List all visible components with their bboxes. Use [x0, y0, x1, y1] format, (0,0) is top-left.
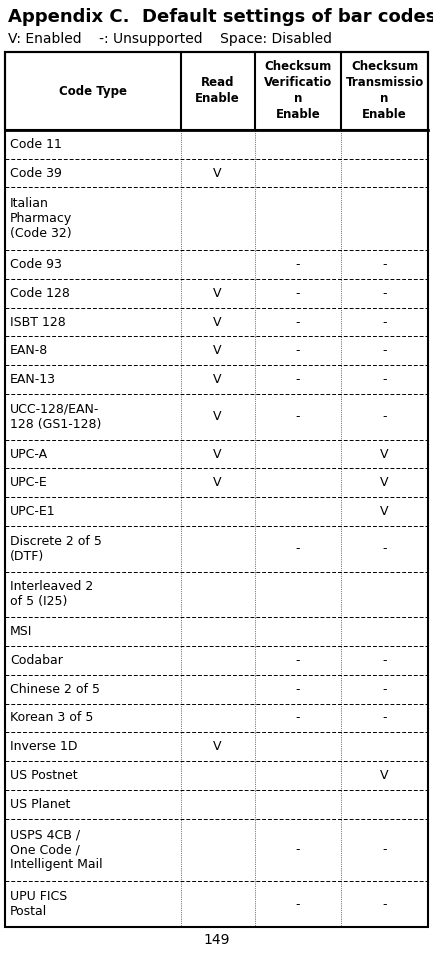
Text: V: V	[213, 448, 222, 460]
Text: Codabar: Codabar	[10, 654, 63, 667]
Text: -: -	[296, 682, 300, 696]
Text: UPC-E: UPC-E	[10, 477, 48, 489]
Bar	[5, 52, 428, 130]
Text: Code 39: Code 39	[10, 167, 62, 180]
Text: V: V	[213, 287, 222, 300]
Text: -: -	[382, 543, 387, 555]
Text: -: -	[382, 898, 387, 911]
Text: -: -	[382, 373, 387, 386]
Text: -: -	[296, 411, 300, 423]
Text: -: -	[382, 411, 387, 423]
Text: V: V	[213, 477, 222, 489]
Text: V: V	[381, 477, 389, 489]
Text: ISBT 128: ISBT 128	[10, 316, 66, 328]
Text: V: V	[213, 411, 222, 423]
Text: UPC-A: UPC-A	[10, 448, 48, 460]
Text: -: -	[296, 898, 300, 911]
Text: -: -	[382, 258, 387, 271]
Text: Chinese 2 of 5: Chinese 2 of 5	[10, 682, 100, 696]
Text: V: V	[213, 316, 222, 328]
Text: 149: 149	[203, 933, 230, 947]
Text: V: V	[213, 373, 222, 386]
Text: V: V	[213, 345, 222, 357]
Text: V: Enabled    -: Unsupported    Space: Disabled: V: Enabled -: Unsupported Space: Disable…	[8, 32, 332, 46]
Text: -: -	[382, 316, 387, 328]
Text: Checksum
Verificatio
n
Enable: Checksum Verificatio n Enable	[264, 60, 332, 122]
Text: -: -	[382, 843, 387, 857]
Text: -: -	[296, 654, 300, 667]
Text: Code 11: Code 11	[10, 138, 62, 151]
Text: -: -	[296, 711, 300, 724]
Text: UPC-E1: UPC-E1	[10, 505, 55, 518]
Text: V: V	[381, 768, 389, 782]
Text: UCC-128/EAN-
128 (GS1-128): UCC-128/EAN- 128 (GS1-128)	[10, 403, 101, 431]
Text: V: V	[213, 740, 222, 753]
Text: -: -	[296, 373, 300, 386]
Text: Read
Enable: Read Enable	[195, 77, 240, 105]
Text: V: V	[213, 167, 222, 180]
Text: V: V	[381, 448, 389, 460]
Text: EAN-8: EAN-8	[10, 345, 48, 357]
Text: -: -	[382, 711, 387, 724]
Text: V: V	[381, 505, 389, 518]
Text: -: -	[296, 258, 300, 271]
Text: EAN-13: EAN-13	[10, 373, 56, 386]
Text: -: -	[296, 316, 300, 328]
Text: Inverse 1D: Inverse 1D	[10, 740, 78, 753]
Text: USPS 4CB /
One Code /
Intelligent Mail: USPS 4CB / One Code / Intelligent Mail	[10, 829, 103, 872]
Text: MSI: MSI	[10, 625, 32, 638]
Text: Checksum
Transmissio
n
Enable: Checksum Transmissio n Enable	[346, 60, 424, 122]
Text: Italian
Pharmacy
(Code 32): Italian Pharmacy (Code 32)	[10, 197, 72, 240]
Text: Code 128: Code 128	[10, 287, 70, 300]
Text: -: -	[296, 287, 300, 300]
Text: Appendix C.  Default settings of bar codes: Appendix C. Default settings of bar code…	[8, 8, 433, 26]
Text: -: -	[382, 345, 387, 357]
Text: -: -	[296, 543, 300, 555]
Text: Korean 3 of 5: Korean 3 of 5	[10, 711, 94, 724]
Text: Code Type: Code Type	[59, 84, 127, 98]
Text: Discrete 2 of 5
(DTF): Discrete 2 of 5 (DTF)	[10, 535, 102, 563]
Text: US Planet: US Planet	[10, 798, 71, 811]
Text: Code 93: Code 93	[10, 258, 62, 271]
Text: -: -	[296, 843, 300, 857]
Text: US Postnet: US Postnet	[10, 768, 78, 782]
Text: Interleaved 2
of 5 (I25): Interleaved 2 of 5 (I25)	[10, 581, 93, 609]
Text: -: -	[382, 682, 387, 696]
Text: -: -	[382, 287, 387, 300]
Text: -: -	[296, 345, 300, 357]
Text: -: -	[382, 654, 387, 667]
Text: UPU FICS
Postal: UPU FICS Postal	[10, 890, 67, 918]
